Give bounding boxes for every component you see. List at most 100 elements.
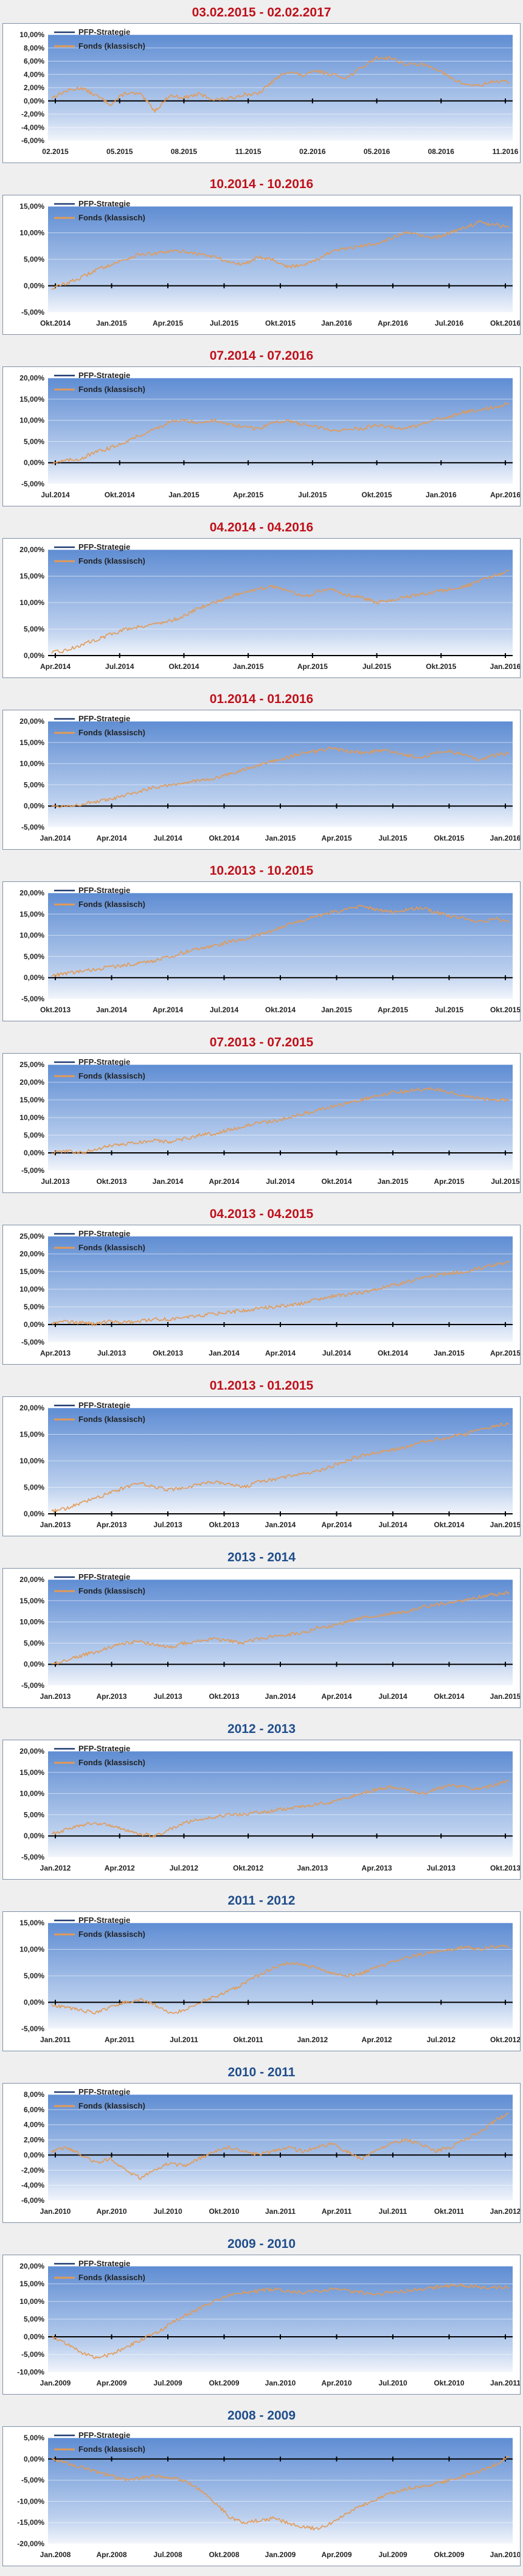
x-tick-label: Apr.2010: [321, 2379, 352, 2387]
x-tick-label: 11.2015: [235, 147, 262, 156]
x-tick-label: Jan.2008: [40, 2550, 71, 2559]
series-line-fonds: [51, 569, 510, 654]
legend-label-strategy: PFP-Strategie: [78, 542, 130, 551]
x-tick-label: Apr.2013: [40, 1349, 71, 1357]
y-tick-label: 15,00%: [19, 1430, 44, 1439]
x-tick-label: 08.2015: [171, 147, 198, 156]
x-tick-label: Jul.2014: [41, 491, 70, 499]
y-tick-label: 0,00%: [24, 282, 44, 290]
x-tick-label: Jul.2011: [170, 2035, 198, 2044]
x-tick-label: Jul.2015: [435, 1006, 464, 1014]
chart-svg: 20,00% 15,00% 10,00% 5,00% 0,00% -5,00% Okt.20…: [19, 886, 520, 1014]
y-tick-label: 0,00%: [24, 1998, 44, 2007]
x-tick-label: Jan.2015: [321, 1006, 352, 1014]
y-tick-label: 5,00%: [24, 437, 44, 446]
y-tick-label: 20,00%: [19, 717, 44, 726]
chart-frame: 25,00% 20,00% 15,00% 10,00% 5,00% 0,00% -5,00%…: [2, 1053, 521, 1193]
legend-label-strategy: PFP-Strategie: [78, 2259, 130, 2268]
y-tick-label: 10,00%: [19, 1618, 44, 1626]
x-tick-label: Okt.2012: [233, 1864, 263, 1872]
x-tick-label: Jan.2016: [426, 491, 457, 499]
chart-title: 10.2013 - 10.2015: [209, 864, 314, 878]
y-tick-label: -6,00%: [21, 2196, 44, 2205]
y-tick-label: 0,00%: [24, 97, 44, 105]
y-tick-label: 10,00%: [19, 1285, 44, 1293]
x-tick-label: Apr.2015: [378, 1006, 408, 1014]
legend-label-fonds: Fonds (klassisch): [78, 1930, 145, 1939]
legend-label-strategy: PFP-Strategie: [78, 27, 130, 37]
x-tick-label: Jan.2010: [265, 2379, 296, 2387]
chart-svg: 25,00% 20,00% 15,00% 10,00% 5,00% 0,00% -5,00%…: [19, 1057, 520, 1186]
y-tick-label: 15,00%: [19, 572, 44, 581]
x-tick-label: Jul.2014: [105, 662, 134, 671]
chart-svg: 15,00% 10,00% 5,00% 0,00% -5,00% Jan.2011 Apr.…: [19, 1916, 520, 2044]
y-tick-label: 15,00%: [19, 1919, 44, 1927]
x-tick-label: Jan.2010: [490, 2550, 520, 2559]
x-tick-label: Okt.2014: [168, 662, 199, 671]
chart-title: 04.2013 - 04.2015: [209, 1207, 314, 1221]
chart-frame: 20,00% 15,00% 10,00% 5,00% 0,00% -5,00% Jul.20…: [2, 366, 521, 506]
x-tick-label: Apr.2015: [233, 491, 263, 499]
y-tick-label: -10,00%: [17, 2368, 44, 2376]
y-tick-label: 0,00%: [24, 1510, 44, 1518]
y-tick-label: 20,00%: [19, 1747, 44, 1755]
x-tick-label: Apr.2009: [96, 2379, 126, 2387]
chart-frame: 20,00% 15,00% 10,00% 5,00% 0,00% -5,00% -10,00…: [2, 2255, 521, 2395]
plot-area: [48, 1751, 513, 1857]
x-tick-label: Apr.2015: [153, 319, 183, 327]
legend-label-fonds: Fonds (klassisch): [78, 1758, 145, 1767]
legend-label-strategy: PFP-Strategie: [78, 1057, 130, 1066]
x-tick-label: Jul.2009: [153, 2379, 182, 2387]
legend-label-fonds: Fonds (klassisch): [78, 1586, 145, 1595]
legend-label-fonds: Fonds (klassisch): [78, 900, 145, 909]
y-tick-label: 5,00%: [24, 1303, 44, 1311]
y-tick-label: 5,00%: [24, 952, 44, 961]
y-tick-label: 25,00%: [19, 1232, 44, 1241]
x-tick-label: Jan.2011: [265, 2207, 296, 2216]
y-tick-label: -10,00%: [17, 2497, 44, 2505]
legend-label-fonds: Fonds (klassisch): [78, 385, 145, 394]
y-tick-label: 6,00%: [24, 2105, 44, 2114]
y-tick-label: 0,00%: [24, 651, 44, 660]
chart-frame: 25,00% 20,00% 15,00% 10,00% 5,00% 0,00% -5,00%…: [2, 1225, 521, 1365]
y-tick-label: 2,00%: [24, 83, 44, 92]
legend: PFP-Strategie Fonds (klassisch): [54, 1401, 145, 1424]
x-tick-label: 02.2016: [299, 147, 326, 156]
x-tick-label: Apr.2015: [297, 662, 328, 671]
legend-label-strategy: PFP-Strategie: [78, 1744, 130, 1753]
series-line-fonds: [51, 2112, 510, 2180]
x-tick-label: Apr.2014: [40, 662, 71, 671]
plot-area: [48, 2438, 513, 2544]
x-tick-label: Okt.2015: [362, 491, 392, 499]
y-tick-label: 0,00%: [24, 802, 44, 810]
y-tick-label: -5,00%: [21, 1338, 44, 1346]
y-tick-label: 0,00%: [24, 2455, 44, 2463]
chart-svg: 20,00% 15,00% 10,00% 5,00% 0,00% -5,00% Jul.20…: [19, 371, 520, 499]
y-tick-label: -4,00%: [21, 2181, 44, 2189]
x-tick-label: Okt.2008: [209, 2550, 239, 2559]
y-tick-label: 0,00%: [24, 1660, 44, 1668]
series-line-fonds: [51, 1780, 510, 1838]
y-tick-label: 10,00%: [19, 30, 44, 39]
series-line-fonds: [51, 1423, 510, 1513]
legend: PFP-Strategie Fonds (klassisch): [54, 542, 145, 565]
x-tick-label: Apr.2014: [153, 1006, 183, 1014]
chart-svg: 20,00% 15,00% 10,00% 5,00% 0,00% -5,00% -10,00…: [17, 2259, 520, 2387]
x-tick-label: Apr.2009: [321, 2550, 352, 2559]
x-tick-label: Jul.2014: [153, 834, 182, 842]
x-tick-label: Okt.2010: [209, 2207, 239, 2216]
chart-svg: 25,00% 20,00% 15,00% 10,00% 5,00% 0,00% -5,00%…: [19, 1229, 520, 1357]
y-tick-label: 5,00%: [24, 780, 44, 789]
x-tick-label: Okt.2012: [490, 2035, 520, 2044]
legend: PFP-Strategie Fonds (klassisch): [54, 27, 145, 51]
y-tick-label: 0,00%: [24, 458, 44, 467]
x-tick-label: Jul.2013: [153, 1521, 182, 1529]
x-tick-label: Jul.2014: [210, 1006, 239, 1014]
series-line-fonds: [51, 2283, 510, 2359]
x-tick-label: Jul.2014: [378, 1692, 407, 1701]
y-tick-label: 20,00%: [19, 1404, 44, 1412]
y-tick-label: -2,00%: [21, 2166, 44, 2174]
chart-title: 07.2014 - 07.2016: [209, 349, 314, 363]
x-tick-label: Jan.2013: [40, 1692, 71, 1701]
y-tick-label: -2,00%: [21, 110, 44, 119]
